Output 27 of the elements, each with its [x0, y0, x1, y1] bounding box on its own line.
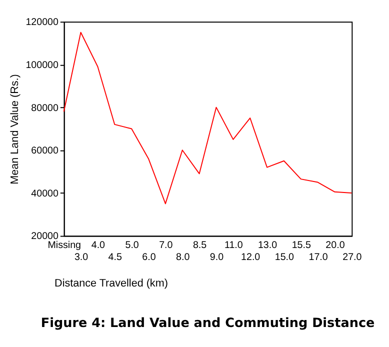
- y-tick-label: 80000: [31, 102, 59, 114]
- x-tick-label: 3.0: [74, 252, 89, 263]
- x-tick-label: 17.0: [308, 252, 328, 263]
- x-tick-label: 6.0: [142, 252, 156, 263]
- x-tick-label: 11.0: [224, 240, 244, 252]
- x-tick-label: 8.5: [192, 240, 208, 252]
- x-tick-label: 4.5: [108, 252, 122, 263]
- y-tick-label: 60000: [31, 146, 59, 157]
- x-tick-label: 27.0: [342, 252, 362, 263]
- text: Figure 4: Land Value and Commuting Distance: [40, 316, 375, 332]
- y-tick-label: 40000: [31, 188, 59, 200]
- y-axis-title: Mean Land Value (Rs.): [8, 74, 21, 184]
- y-tick-label: 120000: [26, 17, 59, 28]
- x-tick-label: 9.0: [210, 252, 224, 263]
- x-tick-label: 7.0: [159, 240, 174, 252]
- line-series: [63, 32, 352, 204]
- x-tick-label: 20.0: [326, 240, 346, 252]
- x-tick-label: Missing: [48, 240, 81, 252]
- y-tick-label: 100000: [26, 60, 59, 71]
- x-tick-label: 15.5: [292, 240, 312, 252]
- x-axis-title: Distance Travelled (km): [54, 277, 168, 290]
- x-tick-label: 12.0: [241, 252, 261, 263]
- x-tick-label: 15.0: [274, 252, 295, 263]
- x-tick-label: 5.0: [125, 240, 140, 252]
- x-tick-label: 8.0: [176, 252, 190, 263]
- x-tick-label: 13.0: [258, 240, 278, 252]
- x-tick-label: 4.0: [91, 240, 106, 252]
